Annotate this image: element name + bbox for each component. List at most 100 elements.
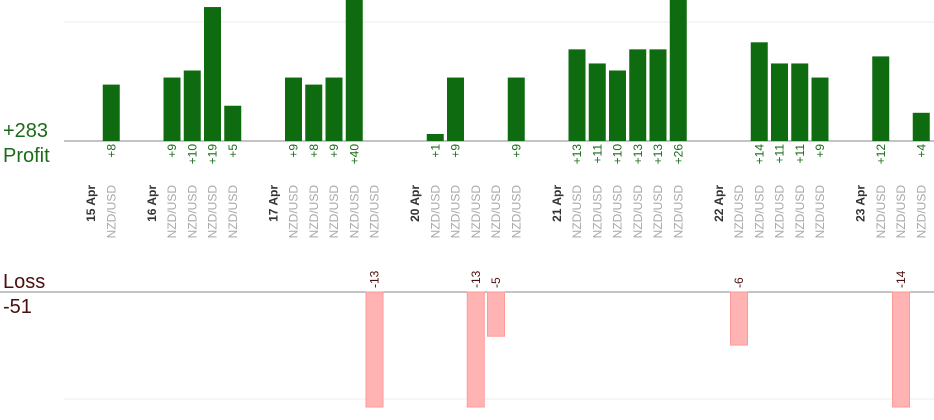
pair-label: NZD/USD: [287, 185, 301, 239]
profit-value-label: +13: [651, 144, 665, 165]
profit-value-label: +13: [570, 144, 584, 165]
pair-label: NZD/USD: [914, 185, 928, 239]
pair-label: NZD/USD: [590, 185, 604, 239]
profit-bar: [791, 63, 809, 142]
profit-total: +283: [3, 120, 49, 142]
profit-bar: [750, 42, 768, 141]
profit-value-label: +11: [773, 144, 787, 164]
profit-value-label: +10: [611, 144, 625, 165]
loss-value-label: -5: [489, 277, 503, 288]
date-label: 21 Apr: [550, 185, 564, 222]
pair-label: NZD/USD: [347, 185, 361, 239]
pair-label: NZD/USD: [307, 185, 321, 239]
loss-value-label: -14: [894, 270, 908, 288]
profit-bar: [285, 77, 302, 141]
pair-label: NZD/USD: [509, 185, 523, 239]
pair-label: NZD/USD: [894, 185, 908, 239]
pair-label: NZD/USD: [428, 185, 442, 239]
pair-label: NZD/USD: [874, 185, 888, 239]
profit-value-label: +19: [206, 144, 220, 165]
profit-bar: [163, 77, 181, 141]
chart-marks: 15 Apr NZD/USD +8 16 Apr NZD/USD +9 NZD/USD +10…: [84, 0, 930, 408]
profit-value-label: +9: [165, 144, 179, 158]
pair-label: NZD/USD: [368, 185, 382, 239]
profit-value-label: +13: [631, 144, 645, 165]
pair-label: NZD/USD: [752, 185, 766, 239]
profit-value-label: +40: [347, 144, 361, 165]
profit-bar: [609, 70, 626, 141]
profit-value-label: +9: [449, 144, 463, 158]
loss-value-label: -13: [469, 270, 483, 288]
profit-value-label: +14: [752, 144, 766, 165]
profit-value-label: +26: [671, 144, 685, 165]
profit-bar: [102, 84, 120, 141]
profit-value-label: +10: [185, 144, 199, 165]
profit-bar: [568, 49, 586, 141]
profit-bar: [204, 7, 221, 141]
profit-value-label: +11: [793, 144, 807, 164]
pair-label: NZD/USD: [185, 185, 199, 239]
pair-label: NZD/USD: [611, 185, 625, 239]
profit-bar: [507, 77, 525, 141]
profit-value-label: +9: [327, 144, 341, 158]
pair-label: NZD/USD: [206, 185, 220, 239]
profit-bar: [629, 49, 647, 141]
pair-label: NZD/USD: [449, 185, 463, 239]
pair-label: NZD/USD: [489, 185, 503, 239]
profit-bar: [183, 70, 201, 141]
profit-value-label: +9: [813, 144, 827, 158]
profit-value-label: +5: [226, 144, 240, 158]
date-label: 23 Apr: [854, 185, 868, 222]
date-label: 17 Apr: [266, 185, 280, 222]
date-label: 20 Apr: [408, 185, 422, 222]
profit-value-label: +8: [307, 144, 321, 158]
loss-bar: [466, 291, 485, 408]
pair-label: NZD/USD: [104, 185, 118, 239]
profit-label: Profit: [3, 145, 50, 167]
profit-bar: [912, 112, 930, 141]
profit-bar: [649, 49, 667, 141]
profit-bar: [305, 84, 323, 141]
loss-bar: [892, 291, 910, 408]
pair-label: NZD/USD: [651, 185, 665, 239]
pair-label: NZD/USD: [469, 185, 483, 239]
profit-value-label: +1: [428, 144, 442, 158]
profit-bar: [325, 77, 343, 141]
pair-label: NZD/USD: [671, 185, 685, 239]
profit-bar: [426, 133, 444, 141]
profit-value-label: +4: [914, 144, 928, 158]
pair-label: NZD/USD: [793, 185, 807, 239]
profit-bar: [345, 0, 363, 141]
profit-bar: [771, 63, 788, 142]
loss-bar: [487, 291, 505, 337]
profit-bar: [447, 77, 464, 141]
pair-label: NZD/USD: [773, 185, 787, 239]
profit-bar: [588, 63, 606, 142]
pair-label: NZD/USD: [631, 185, 645, 239]
profit-bar: [224, 105, 242, 141]
profit-value-label: +11: [590, 144, 604, 164]
pair-label: NZD/USD: [813, 185, 827, 239]
pair-label: NZD/USD: [570, 185, 584, 239]
date-label: 15 Apr: [84, 185, 98, 222]
profit-bar: [811, 77, 829, 141]
loss-bar: [730, 291, 748, 346]
loss-total: -51: [3, 296, 32, 318]
profit-value-label: +12: [874, 144, 888, 165]
pair-label: NZD/USD: [327, 185, 341, 239]
date-label: 22 Apr: [712, 185, 726, 222]
profit-value-label: +8: [104, 144, 118, 158]
loss-bar: [365, 291, 384, 408]
profit-value-label: +9: [509, 144, 523, 158]
loss-label: Loss: [3, 271, 46, 293]
pair-label: NZD/USD: [165, 185, 179, 239]
pair-label: NZD/USD: [226, 185, 240, 239]
pair-label: NZD/USD: [732, 185, 746, 239]
date-label: 16 Apr: [145, 185, 159, 222]
loss-value-label: -13: [368, 270, 382, 288]
loss-value-label: -6: [732, 277, 746, 288]
profit-bar: [872, 56, 890, 141]
profit-value-label: +9: [287, 144, 301, 158]
profit-bar: [669, 0, 687, 141]
